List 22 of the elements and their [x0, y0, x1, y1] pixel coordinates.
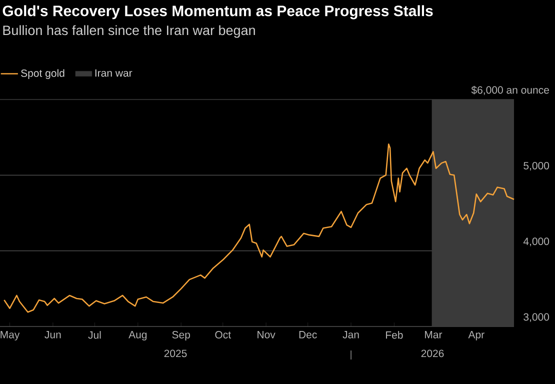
- x-tick-label: Oct: [215, 331, 231, 338]
- y-tick-label: 3,000: [524, 313, 550, 322]
- chart-subtitle: Bullion has fallen since the Iran war began: [3, 25, 255, 38]
- x-tick-label: Jan: [342, 331, 359, 338]
- y-tick-label: 4,000: [523, 238, 550, 246]
- legend-label: Spot gold: [21, 69, 64, 79]
- chart-title: Gold's Recovery Loses Momentum as Peace Progress Stalls: [2, 5, 433, 20]
- text: 2025: [164, 350, 187, 358]
- legend-label: Iran war: [95, 69, 132, 77]
- x-tick-label: Mar: [425, 331, 442, 338]
- x-tick-label: Dec: [299, 331, 317, 338]
- x-tick-label: Feb: [386, 331, 403, 339]
- y-tick-label: $6,000 an ounce: [471, 86, 549, 95]
- x-tick-label: May: [0, 331, 20, 340]
- x-tick-label: Jul: [88, 331, 101, 339]
- x-tick-label: Jun: [44, 331, 61, 338]
- x-tick-label: Sep: [172, 331, 190, 341]
- x-tick-label: Nov: [258, 331, 276, 338]
- y-tick-label: 5,000: [524, 162, 550, 171]
- x-tick-label: Apr: [468, 331, 484, 340]
- x-tick-label: Aug: [128, 331, 147, 340]
- text: 2026: [421, 350, 444, 358]
